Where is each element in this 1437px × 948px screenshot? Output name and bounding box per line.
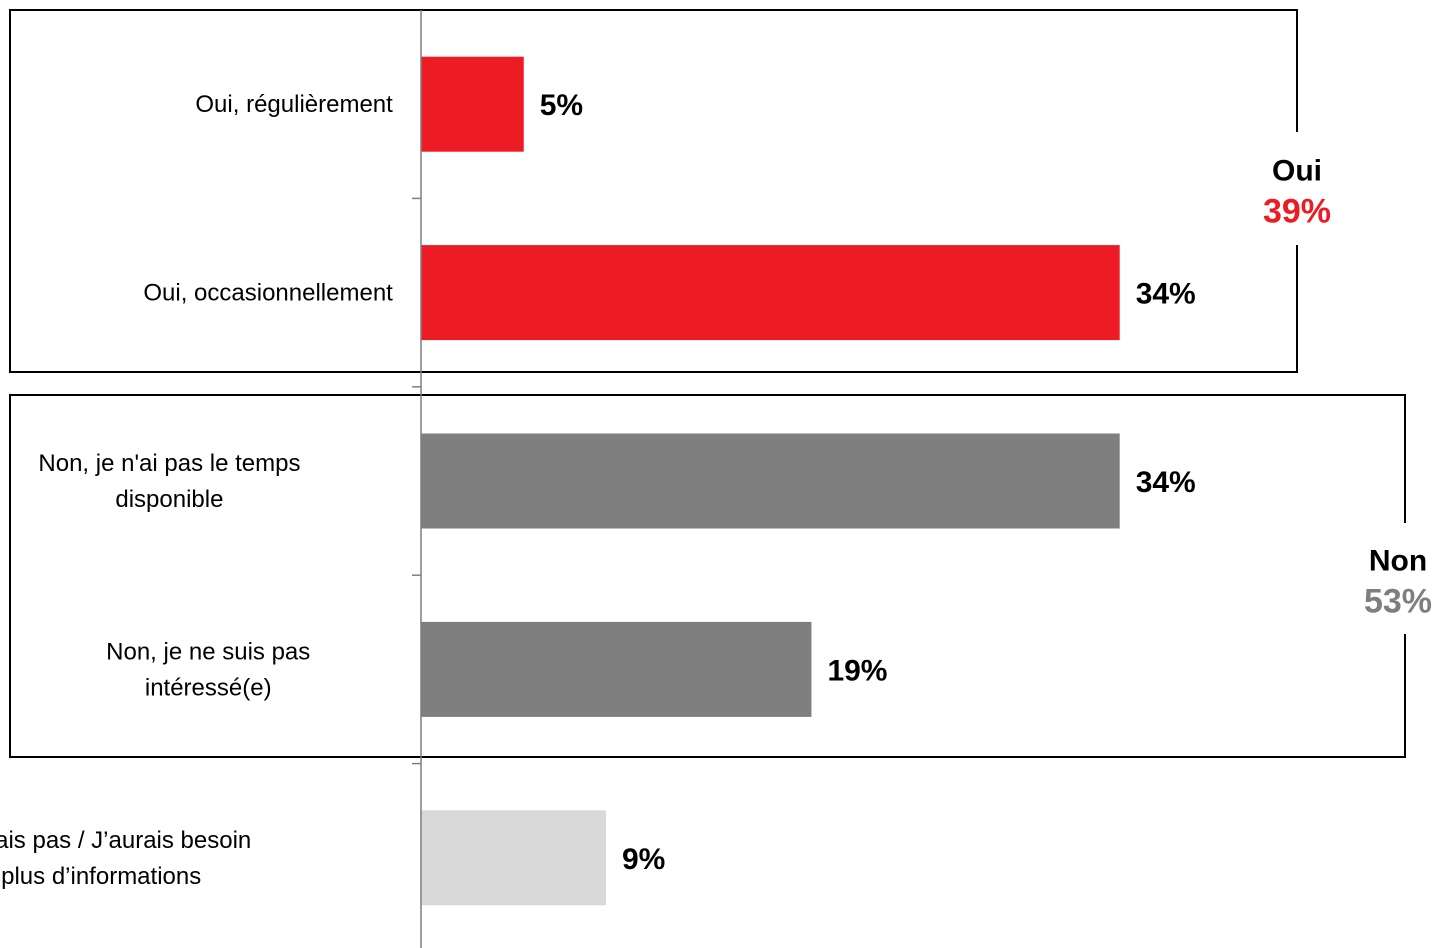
value-label-4: 9% [622,843,665,876]
category-label-line: Je ne sais pas / J’aurais besoin [0,827,251,854]
group-box-non [9,394,1406,758]
group-name-oui: Oui [1272,155,1322,188]
category-label-line: disponible [115,486,223,513]
category-label-line: Oui, occasionnellement [143,280,393,307]
bar-3 [421,621,812,717]
category-axis [412,10,422,948]
category-label-0: Oui, régulièrement [195,91,393,118]
value-labels: 5% 34% 34% 19% 9% [540,89,1196,876]
group-total-oui: 39% [1263,193,1331,231]
value-label-0: 5% [540,89,583,122]
category-label-line: Non, je ne suis pas [106,638,310,665]
bar-0 [421,56,524,152]
value-label-1: 34% [1136,278,1196,311]
value-label-3: 19% [827,654,887,687]
category-label-3: Non, je ne suis pas intéressé(e) [106,638,310,701]
category-label-line: Oui, régulièrement [195,91,393,118]
category-label-4: Je ne sais pas / J’aurais besoin de plus … [0,827,251,890]
value-label-2: 34% [1136,466,1196,499]
category-label-line: intéressé(e) [145,674,272,701]
group-name-non: Non [1369,545,1427,578]
category-labels: Oui, régulièrement Oui, occasionnellement… [0,91,393,890]
bar-2 [421,433,1120,529]
group-box-oui [9,9,1298,373]
category-label-line: Non, je n'ai pas le temps [38,450,300,477]
bar-4 [421,810,606,906]
category-label-line: de plus d’informations [0,863,201,890]
bars [421,56,1120,906]
bar-1 [421,245,1120,341]
group-labels: Oui 39% Non 53% [1263,155,1432,621]
group-total-non: 53% [1364,583,1432,621]
category-label-2: Non, je n'ai pas le temps disponible [38,450,300,513]
category-label-1: Oui, occasionnellement [143,280,393,307]
group-boxes [9,9,1406,758]
